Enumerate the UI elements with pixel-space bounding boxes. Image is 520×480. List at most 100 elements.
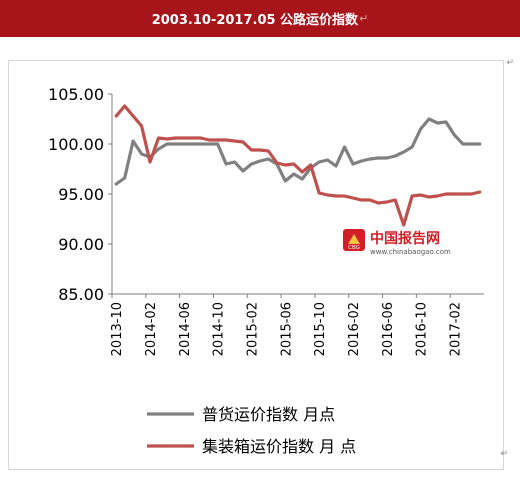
x-tick-label: 2015-02 bbox=[246, 302, 261, 356]
y-tick-label: 100.00 bbox=[48, 135, 104, 154]
series-1-point bbox=[444, 192, 448, 196]
series-1-point bbox=[436, 194, 439, 198]
series-0-point bbox=[326, 158, 329, 162]
series-0-point bbox=[444, 120, 448, 124]
series-line-0 bbox=[114, 117, 482, 186]
series-0-point bbox=[241, 169, 245, 173]
series-0-point bbox=[351, 162, 355, 166]
brand-name: 中国报告网 bbox=[370, 230, 440, 247]
series-1-point bbox=[394, 198, 397, 202]
series-0-point bbox=[301, 177, 304, 181]
y-tick-label: 90.00 bbox=[58, 235, 104, 254]
series-1-point bbox=[309, 163, 312, 167]
series-1-point bbox=[326, 193, 329, 197]
paragraph-mark-icon: ↵ bbox=[506, 58, 514, 68]
series-1-point bbox=[351, 196, 355, 200]
series-1-point bbox=[343, 194, 346, 198]
series-1-point bbox=[275, 161, 279, 165]
series-0-point bbox=[115, 182, 118, 186]
series-0-point bbox=[453, 133, 456, 137]
series-1-point bbox=[461, 192, 465, 196]
series-1-point bbox=[317, 191, 321, 195]
series-0-point bbox=[258, 159, 262, 163]
series-0-point bbox=[419, 127, 422, 131]
x-tick-label: 2015-10 bbox=[313, 302, 328, 356]
series-1-point bbox=[224, 138, 228, 142]
series-1-point bbox=[470, 192, 473, 196]
series-0-point bbox=[250, 162, 253, 166]
series-1-point bbox=[284, 163, 287, 167]
series-0-point bbox=[140, 152, 143, 156]
y-tick-label: 95.00 bbox=[58, 185, 104, 204]
series-0-point bbox=[343, 145, 346, 149]
series-0-point bbox=[478, 142, 481, 146]
series-0-point bbox=[216, 142, 219, 146]
brand-logo-icon-shape bbox=[348, 234, 360, 244]
series-0-point bbox=[368, 157, 372, 161]
series-1-point bbox=[419, 193, 422, 197]
series-1-point bbox=[233, 139, 236, 143]
series-1-point bbox=[216, 138, 219, 142]
series-0-point bbox=[410, 145, 414, 149]
series-1-point bbox=[377, 201, 380, 205]
series-1-point bbox=[301, 170, 304, 174]
axes: 85.00 90.00 95.00 100.00 105.00 2013-10 2014-0… bbox=[48, 85, 484, 356]
x-tick-label: 2014-02 bbox=[144, 302, 159, 356]
brand-badge: CBG bbox=[348, 245, 360, 251]
series-0-point bbox=[182, 142, 186, 146]
legend-label-0: 普货运价指数 月点 bbox=[202, 405, 335, 424]
series-0-point bbox=[267, 157, 270, 161]
series-0-point bbox=[157, 147, 160, 151]
x-tick-label: 2014-10 bbox=[212, 302, 227, 356]
watermark: CBG 中国报告网 www.chinabaogao.com bbox=[343, 229, 451, 256]
series-1-point bbox=[250, 148, 253, 152]
series-1-point bbox=[157, 136, 160, 140]
series-0-point bbox=[224, 162, 228, 166]
series-1-point bbox=[123, 104, 126, 108]
return-mark-icon: ↵ bbox=[359, 12, 369, 25]
series-0-point bbox=[402, 150, 405, 154]
legend-label-1: 集装箱运价指数 月 点 bbox=[202, 437, 356, 456]
series-0-point bbox=[284, 179, 287, 183]
series-0-point bbox=[292, 172, 295, 176]
series-1-point bbox=[427, 195, 431, 199]
series-0-point bbox=[131, 139, 135, 143]
y-tick-label: 85.00 bbox=[58, 285, 104, 304]
x-tick-label: 2013-10 bbox=[110, 302, 125, 356]
series-0-point bbox=[208, 142, 211, 146]
series-0-point bbox=[436, 121, 439, 125]
series-1-point bbox=[165, 137, 169, 141]
series-1-point bbox=[385, 200, 388, 204]
line-chart: 85.00 90.00 95.00 100.00 105.00 2013-10 2014-0… bbox=[48, 85, 484, 456]
series-0-point bbox=[394, 154, 397, 158]
series-0-point bbox=[461, 142, 465, 146]
header-title-bar: 2003.10-2017.05 公路运价指数 ↵ bbox=[0, 0, 520, 37]
series-1-point bbox=[182, 136, 186, 140]
series-1-point bbox=[199, 136, 202, 140]
x-tick-label: 2016-10 bbox=[415, 302, 430, 356]
x-tick-label: 2015-06 bbox=[279, 302, 294, 356]
series-0-point bbox=[191, 142, 194, 146]
x-tick-label: 2016-02 bbox=[347, 302, 362, 356]
series-1-point bbox=[241, 140, 245, 144]
series-0-point bbox=[174, 142, 177, 146]
series-1-point bbox=[453, 192, 456, 196]
series-0-point bbox=[317, 160, 321, 164]
series-1-point bbox=[360, 198, 363, 202]
series-0-point bbox=[233, 160, 236, 164]
x-tick-label: 2016-06 bbox=[381, 302, 396, 356]
series-1-point bbox=[191, 136, 194, 140]
series-0-point bbox=[123, 176, 126, 180]
chart-frame: 85.00 90.00 95.00 100.00 105.00 2013-10 2014-0… bbox=[8, 60, 504, 470]
page-title: 2003.10-2017.05 公路运价指数 bbox=[151, 13, 359, 28]
series-1-point bbox=[292, 162, 295, 166]
y-tick-label: 105.00 bbox=[48, 85, 104, 104]
brand-url: www.chinabaogao.com bbox=[370, 248, 451, 256]
series-0-point bbox=[427, 117, 431, 121]
series-1-point bbox=[410, 194, 414, 198]
series-1-point bbox=[174, 136, 177, 140]
series-1-point bbox=[115, 114, 118, 118]
series-0-point bbox=[385, 156, 388, 160]
series-1-point bbox=[478, 190, 481, 194]
series-1-point bbox=[258, 148, 262, 152]
